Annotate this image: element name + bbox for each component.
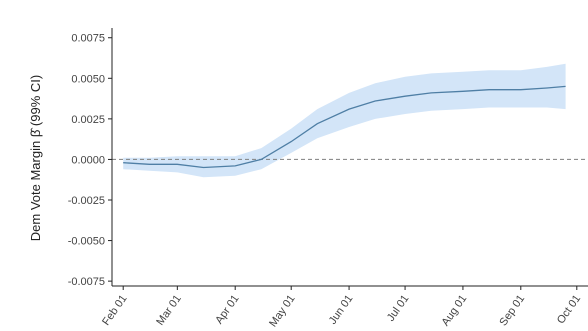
x-tick-label: Oct 01 — [555, 293, 583, 326]
y-tick-label: 0.0050 — [71, 73, 105, 85]
axes — [111, 28, 588, 287]
confidence-band-layer — [123, 63, 566, 178]
x-tick-label: Apr 01 — [213, 293, 241, 326]
x-tick-label: Jul 01 — [385, 293, 412, 324]
y-tick-label: -0.0050 — [68, 236, 105, 248]
x-ticks: Feb 01 Mar 01 Apr 01 May 01 Jun 01 Jul 01 Aug … — [100, 286, 583, 329]
x-tick-label: May 01 — [267, 293, 298, 329]
estimate-line — [123, 85, 566, 169]
x-tick-label: Jun 01 — [327, 293, 356, 327]
y-tick-label: 0.0025 — [71, 114, 105, 126]
y-tick-label: 0.0000 — [71, 154, 105, 166]
x-tick-label: Aug 01 — [440, 293, 470, 328]
y-axis-title: Dem Vote Margin β̂ (99% CI) — [28, 75, 43, 241]
y-ticks: 0.0075 0.0050 0.0025 0.0000 -0.0025 -0.0050 -0… — [68, 33, 112, 288]
y-tick-label: -0.0025 — [68, 195, 105, 207]
y-tick-label: -0.0075 — [68, 276, 105, 288]
y-tick-label: 0.0075 — [71, 33, 105, 45]
x-tick-label: Feb 01 — [100, 293, 129, 328]
confidence-band — [123, 63, 566, 178]
x-tick-label: Mar 01 — [154, 293, 183, 328]
x-tick-label: Sep 01 — [497, 293, 527, 328]
series-line-layer — [123, 85, 566, 169]
